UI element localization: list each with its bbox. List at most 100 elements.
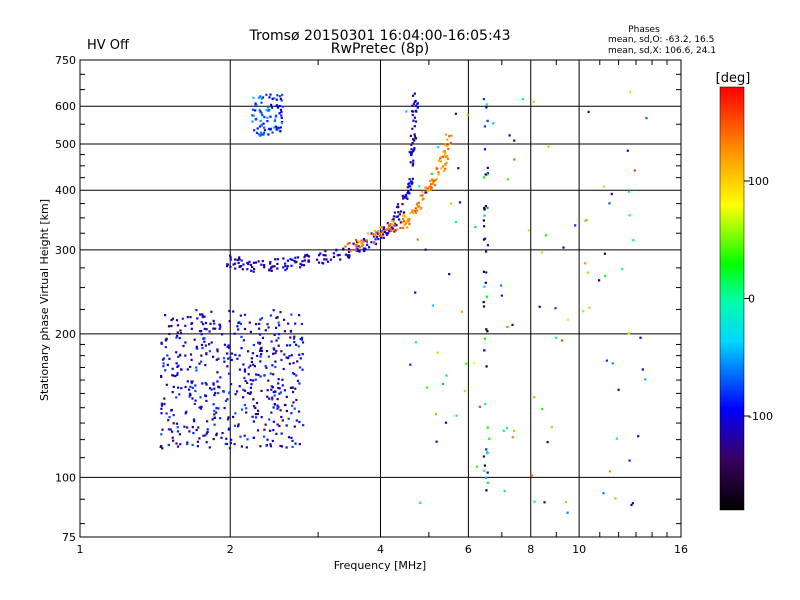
echo-point: [254, 406, 257, 410]
echo-point: [365, 240, 368, 243]
echo-point: [176, 334, 179, 338]
echo-point: [269, 262, 272, 265]
echo-point: [269, 443, 272, 446]
echo-point: [269, 314, 272, 317]
echo-point: [279, 409, 282, 412]
echo-point: [414, 207, 417, 210]
echo-point: [229, 256, 232, 259]
echo-point: [285, 356, 288, 359]
echo-point: [226, 352, 229, 355]
echo-point: [216, 348, 219, 351]
echo-point: [271, 398, 274, 401]
echo-point: [271, 106, 274, 109]
echo-point: [211, 418, 214, 421]
echo-point: [251, 114, 254, 117]
echo-point: [186, 316, 189, 319]
echo-point: [289, 386, 293, 389]
echo-point: [614, 497, 617, 500]
echo-point: [488, 437, 491, 440]
echo-point: [247, 373, 250, 376]
echo-point: [217, 407, 220, 410]
echo-point: [393, 211, 396, 214]
echo-point: [485, 489, 488, 492]
echo-point: [259, 445, 262, 448]
echo-point: [421, 194, 424, 197]
echo-point: [301, 341, 305, 344]
echo-point: [416, 209, 419, 212]
echo-point: [290, 412, 293, 415]
echo-point: [409, 153, 413, 156]
echo-point: [382, 226, 386, 229]
echo-point: [396, 203, 400, 206]
echo-point: [177, 386, 180, 389]
echo-point: [242, 339, 245, 342]
echo-point: [399, 221, 402, 224]
echo-point: [204, 381, 207, 385]
echo-point: [255, 131, 259, 134]
echo-point: [193, 420, 196, 423]
echo-point: [227, 344, 230, 347]
echo-point: [270, 266, 273, 269]
echo-point: [269, 128, 272, 131]
echo-point: [276, 94, 279, 97]
echo-point: [258, 125, 262, 128]
echo-point: [295, 260, 298, 263]
echo-point: [482, 455, 485, 458]
echo-point: [413, 125, 416, 128]
echo-point: [319, 252, 322, 255]
echo-point: [409, 185, 412, 188]
echo-point: [444, 163, 447, 166]
echo-point: [408, 219, 411, 222]
echo-point: [280, 432, 283, 435]
echo-point: [374, 238, 377, 241]
echo-point: [307, 260, 310, 263]
echo-point: [446, 157, 450, 160]
echo-point: [242, 363, 245, 366]
echo-point: [627, 190, 630, 193]
echo-point: [513, 429, 516, 432]
echo-point: [223, 343, 226, 346]
echo-point: [377, 230, 380, 233]
echo-point: [486, 206, 489, 209]
echo-point: [180, 368, 183, 371]
echo-point: [265, 109, 268, 112]
y-tick-label: 400: [55, 184, 76, 197]
echo-point: [273, 265, 276, 268]
echo-point: [457, 167, 460, 170]
echo-point: [192, 431, 195, 435]
x-tick-label: 1: [77, 543, 84, 556]
echo-point: [418, 185, 421, 188]
echo-point: [176, 426, 179, 429]
echo-point: [227, 416, 230, 419]
echo-point: [604, 274, 607, 278]
echo-point: [263, 428, 266, 431]
echo-point: [276, 404, 279, 407]
echo-point: [260, 353, 263, 356]
echo-point: [166, 354, 169, 357]
echo-point: [375, 235, 378, 238]
y-tick-label: 500: [55, 138, 76, 151]
echo-point: [254, 413, 257, 416]
echo-point: [228, 447, 231, 450]
echo-point: [194, 384, 197, 387]
echo-point: [199, 407, 203, 410]
echo-point: [582, 310, 585, 313]
echo-point: [260, 389, 263, 392]
echo-point: [346, 255, 349, 258]
echo-point: [240, 259, 243, 262]
echo-point: [243, 368, 246, 371]
echo-point: [175, 396, 178, 399]
echo-point: [398, 213, 401, 216]
echo-point: [641, 368, 644, 371]
echo-point: [434, 412, 437, 416]
echo-point: [385, 232, 388, 235]
echo-point: [377, 238, 380, 241]
echo-point: [465, 362, 468, 365]
echo-point: [213, 413, 216, 416]
echo-point: [274, 118, 277, 121]
echo-point: [236, 390, 239, 393]
echo-point: [259, 360, 262, 363]
echo-point: [413, 148, 416, 151]
echo-point: [608, 202, 611, 205]
echo-point: [246, 261, 249, 264]
